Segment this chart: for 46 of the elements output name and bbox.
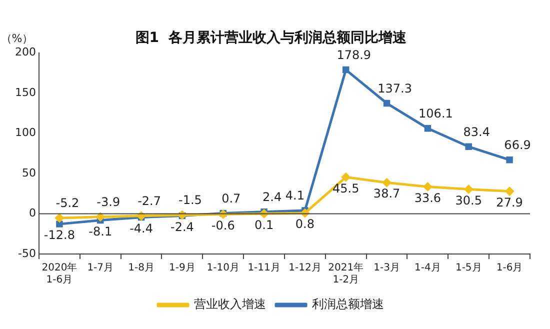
x-tick-label: 1-5月 <box>455 262 482 274</box>
data-label: 178.9 <box>336 48 372 62</box>
legend-label: 利润总额增速 <box>312 297 384 312</box>
x-tick-label: 1-10月 <box>206 262 240 274</box>
y-tick-label: -50 <box>18 246 36 260</box>
x-tick-label: 2021年 1-2月 <box>328 262 364 286</box>
chart-title: 图1 各月累计营业收入与利润总额同比增速 <box>135 29 408 46</box>
data-label: -8.1 <box>88 224 112 238</box>
data-label: 0.1 <box>254 218 274 232</box>
data-label: -2.7 <box>138 194 161 208</box>
data-label: 83.4 <box>463 124 490 139</box>
x-tick-label: 1-11月 <box>248 262 280 274</box>
data-label: -0.6 <box>211 218 235 232</box>
data-label: 38.7 <box>373 186 400 201</box>
data-label: 27.9 <box>496 195 523 210</box>
x-tick-label: 1-3月 <box>374 262 400 274</box>
data-label: 66.9 <box>504 138 531 152</box>
data-label: 0.7 <box>222 191 241 206</box>
data-label: -3.9 <box>96 195 120 210</box>
y-tick-label: 200 <box>14 46 36 59</box>
data-label: -5.2 <box>56 196 80 210</box>
x-tick-label: 1-4月 <box>414 262 441 274</box>
data-label: 106.1 <box>418 106 453 120</box>
y-tick-label: 0 <box>28 206 36 220</box>
x-tick-label: 1-8月 <box>128 262 154 274</box>
y-tick-label: 50 <box>22 166 36 180</box>
y-tick-label: 150 <box>14 86 36 99</box>
x-tick-label: 1-9月 <box>169 262 196 274</box>
legend-label: 营业收入增速 <box>194 297 266 312</box>
data-label: -2.4 <box>170 220 194 234</box>
data-label: 30.5 <box>455 193 482 208</box>
data-label: 45.5 <box>332 181 360 196</box>
x-tick-label: 1-7月 <box>87 262 114 274</box>
y-tick-label: 100 <box>14 126 36 140</box>
x-tick-label: 1-12月 <box>288 262 322 274</box>
data-label: 0.8 <box>295 217 315 232</box>
data-label: 33.6 <box>414 190 442 205</box>
y-axis-title: （%） <box>0 32 34 46</box>
data-label: -4.4 <box>130 221 153 236</box>
data-label: -1.5 <box>178 193 202 208</box>
data-label: -12.8 <box>44 228 75 242</box>
data-label: 2.4 <box>262 190 282 204</box>
data-label: 4.1 <box>285 188 305 203</box>
x-tick-label: 2020年 1-6月 <box>42 262 78 286</box>
data-label: 137.3 <box>378 81 412 96</box>
x-tick-label: 1-6月 <box>496 262 523 274</box>
